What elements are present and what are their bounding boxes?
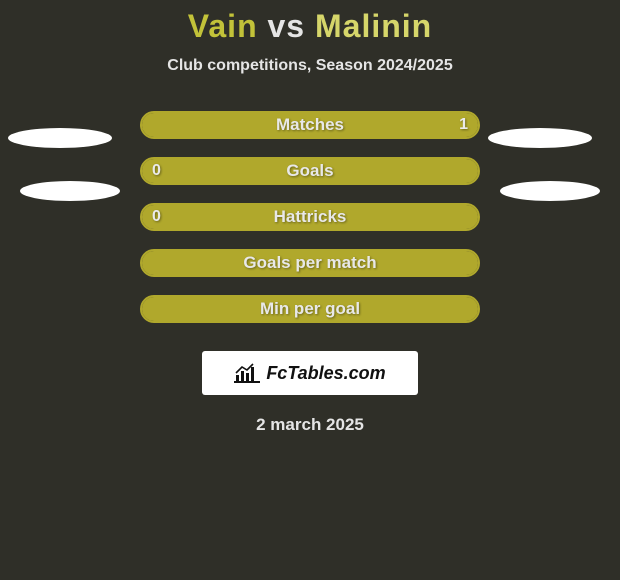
stats-container: Vain vs Malinin Club competitions, Seaso… [0, 0, 620, 435]
bar-value-left: 0 [152, 159, 161, 183]
page-title: Vain vs Malinin [0, 8, 620, 45]
player1-name: Vain [188, 8, 258, 44]
subtitle: Club competitions, Season 2024/2025 [0, 57, 620, 75]
chart-icon [234, 363, 260, 383]
logo-box: FcTables.com [202, 351, 418, 395]
bar-fill-right [142, 205, 478, 229]
stat-bar: Min per goal [140, 295, 480, 323]
decorative-ellipse [20, 181, 120, 201]
bar-fill-right [142, 251, 478, 275]
bar-fill-right [142, 297, 478, 321]
bar-fill-right [310, 113, 478, 137]
vs-text: vs [268, 8, 306, 44]
bar-value-left: 0 [152, 205, 161, 229]
bar-value-right: 1 [459, 113, 468, 137]
stat-bar: Goals per match [140, 249, 480, 277]
decorative-ellipse [500, 181, 600, 201]
stat-bar: 0Hattricks [140, 203, 480, 231]
stat-row: Goals per match [0, 249, 620, 295]
bar-fill-left [142, 113, 310, 137]
decorative-ellipse [488, 128, 592, 148]
stat-row: Min per goal [0, 295, 620, 341]
decorative-ellipse [8, 128, 112, 148]
logo-text: FcTables.com [266, 363, 385, 384]
date-text: 2 march 2025 [0, 415, 620, 435]
bar-fill-right [142, 159, 478, 183]
stat-row: 0Hattricks [0, 203, 620, 249]
stat-bar: 0Goals [140, 157, 480, 185]
stat-bar: 1Matches [140, 111, 480, 139]
player2-name: Malinin [315, 8, 432, 44]
